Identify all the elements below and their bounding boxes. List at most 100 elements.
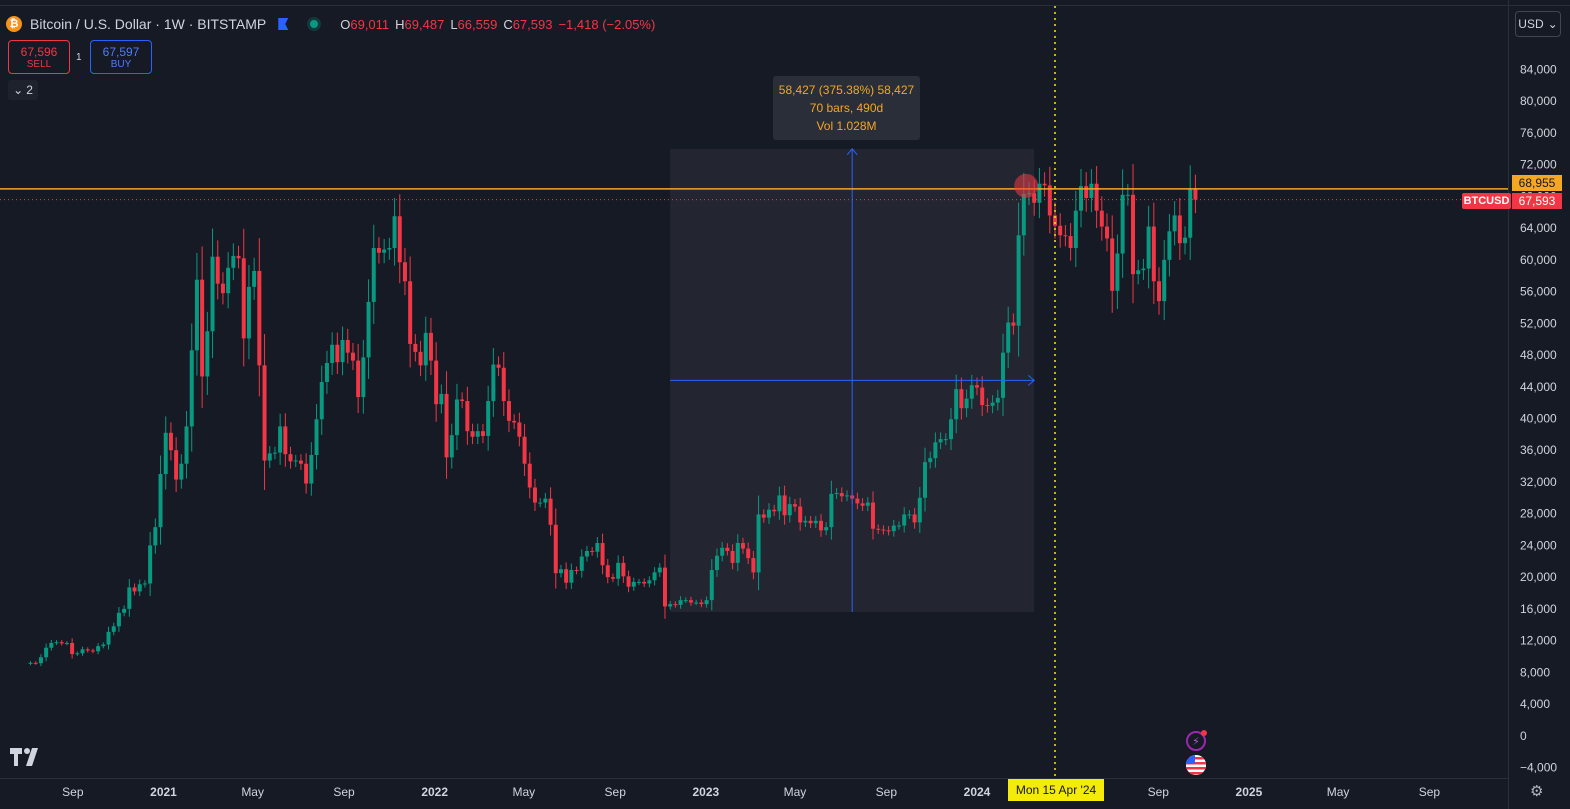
candle [683, 597, 688, 603]
candle [798, 497, 803, 531]
candle [1084, 172, 1089, 212]
candle [246, 264, 251, 360]
candle [1162, 240, 1167, 321]
candle [564, 562, 569, 590]
candle [720, 542, 725, 562]
candle [122, 605, 127, 617]
candle [1063, 225, 1068, 247]
low-key: L [450, 16, 458, 32]
candle [350, 343, 355, 371]
candle [231, 243, 236, 281]
candle [460, 392, 465, 409]
candle [1115, 234, 1120, 310]
settings-gear-icon[interactable]: ⚙ [1530, 783, 1544, 800]
candle [304, 453, 309, 494]
low-value: 66,559 [457, 16, 498, 32]
candle [569, 563, 574, 589]
candle [740, 537, 745, 554]
candle [694, 599, 699, 606]
candle [49, 639, 54, 651]
candle [1151, 202, 1156, 305]
candle [262, 334, 267, 490]
candle [392, 197, 397, 266]
candle [902, 507, 907, 533]
candle [158, 455, 163, 545]
candle [1131, 164, 1136, 304]
candle [444, 371, 449, 479]
candle [626, 570, 631, 593]
candle [236, 245, 241, 269]
candle [678, 596, 683, 609]
candle [1177, 198, 1182, 260]
candle [938, 432, 943, 449]
candle [1120, 169, 1125, 278]
price-tick-label: 8,000 [1520, 665, 1550, 679]
candle [376, 237, 381, 264]
candle [662, 554, 667, 619]
buy-button[interactable]: 67,597 BUY [90, 40, 152, 74]
candle [184, 410, 189, 479]
candle [356, 343, 361, 413]
candle [335, 332, 340, 375]
candle [491, 348, 496, 417]
candle [912, 508, 917, 529]
candle [418, 340, 423, 377]
candle [283, 413, 288, 467]
candle [340, 326, 345, 376]
candle [928, 451, 933, 469]
us-flag-icon[interactable] [1186, 755, 1206, 775]
line-anchor-handle[interactable] [1014, 173, 1039, 198]
candle [1016, 202, 1021, 357]
price-tick-label: 36,000 [1520, 443, 1557, 457]
candle [766, 503, 771, 524]
candle [480, 423, 485, 444]
market-status-icon[interactable] [310, 20, 319, 28]
candle [475, 423, 480, 445]
candle [85, 647, 90, 653]
spread-value: 1 [76, 52, 82, 63]
symbol-title[interactable]: Bitcoin / U.S. Dollar · 1W · BITSTAMP [30, 16, 267, 32]
bookmark-flag-icon[interactable] [278, 18, 289, 30]
candle [886, 526, 891, 536]
candle [891, 519, 896, 537]
symbol-header: ₿ Bitcoin / U.S. Dollar · 1W · BITSTAMP … [6, 10, 655, 38]
candle [220, 272, 225, 305]
candle [200, 246, 205, 408]
candle [1183, 226, 1188, 255]
candle [298, 454, 303, 470]
candle [506, 389, 511, 433]
candle [106, 626, 111, 650]
candle [174, 437, 179, 493]
candle [595, 536, 600, 558]
candle [574, 566, 579, 575]
price-tick-label: 60,000 [1520, 253, 1557, 267]
candle [538, 497, 543, 508]
candle [59, 640, 64, 646]
candle [1011, 313, 1016, 335]
candle [813, 515, 818, 529]
candle [948, 408, 953, 451]
candle [423, 316, 428, 381]
candle [1047, 166, 1052, 234]
price-tick-label: −4,000 [1520, 761, 1557, 775]
candle [1068, 223, 1073, 261]
tradingview-logo-icon[interactable] [10, 746, 42, 772]
candle [361, 339, 366, 414]
price-tick-label: 84,000 [1520, 63, 1557, 77]
candle [818, 514, 823, 537]
candle [80, 646, 85, 656]
candle [215, 240, 220, 300]
candle [709, 559, 714, 611]
candle [855, 492, 860, 510]
sell-button[interactable]: 67,596 SELL [8, 40, 70, 74]
high-key: H [395, 16, 405, 32]
candle [522, 424, 527, 476]
candle [496, 356, 501, 376]
currency-button[interactable]: USD ⌄ [1515, 11, 1561, 37]
indicators-collapse-button[interactable]: ⌄ 2 [8, 80, 38, 100]
candle [486, 385, 491, 451]
candle [964, 389, 969, 418]
candle [116, 606, 121, 632]
lightning-icon[interactable]: ⚡ [1186, 730, 1207, 751]
candle [413, 334, 418, 362]
